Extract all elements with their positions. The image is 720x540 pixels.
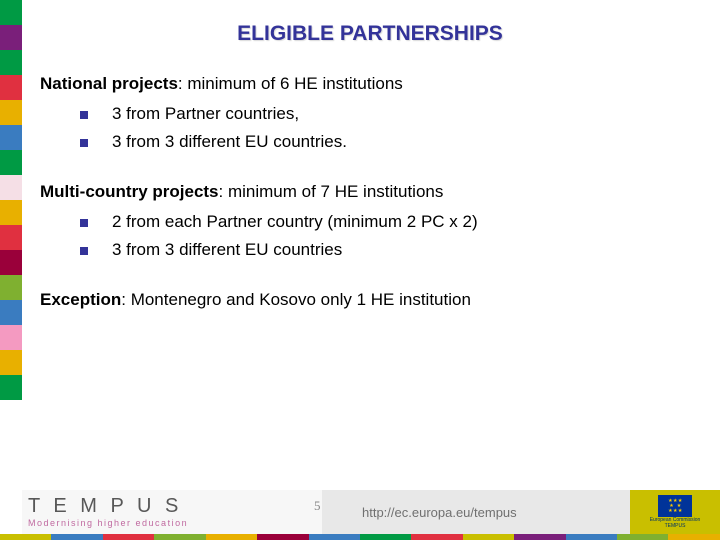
section-rest: : Montenegro and Kosovo only 1 HE instit… bbox=[121, 290, 471, 309]
square-bullet-icon bbox=[80, 139, 88, 147]
section-lead: National projects bbox=[40, 74, 178, 93]
stripe bbox=[0, 250, 22, 275]
footer-bar: T E M P U S Modernising higher education… bbox=[22, 490, 720, 534]
section-lead: Multi-country projects bbox=[40, 182, 219, 201]
square-bullet-icon bbox=[80, 219, 88, 227]
eu-flag-block: ★ ★ ★★ ★★ ★ ★ European CommissionTEMPUS bbox=[630, 490, 720, 534]
stripe bbox=[0, 325, 22, 350]
stripe bbox=[411, 534, 462, 540]
sidebar-color-stripes bbox=[0, 0, 22, 400]
bullet-text: 3 from 3 different EU countries bbox=[112, 240, 342, 260]
bullet-item: 3 from 3 different EU countries. bbox=[80, 132, 700, 152]
bullet-item: 3 from 3 different EU countries bbox=[80, 240, 700, 260]
bullet-item: 3 from Partner countries, bbox=[80, 104, 700, 124]
square-bullet-icon bbox=[80, 111, 88, 119]
tempus-logo-block: T E M P U S Modernising higher education bbox=[22, 490, 322, 534]
section-rest: : minimum of 7 HE institutions bbox=[219, 182, 444, 201]
square-bullet-icon bbox=[80, 247, 88, 255]
stripe bbox=[0, 300, 22, 325]
stripe bbox=[309, 534, 360, 540]
bullet-item: 2 from each Partner country (minimum 2 P… bbox=[80, 212, 700, 232]
footer-url-block: 5 http://ec.europa.eu/tempus bbox=[322, 490, 630, 534]
stripe bbox=[154, 534, 205, 540]
bullet-text: 3 from Partner countries, bbox=[112, 104, 299, 124]
stripe bbox=[0, 125, 22, 150]
section-rest: : minimum of 6 HE institutions bbox=[178, 74, 403, 93]
stripe bbox=[463, 534, 514, 540]
section-heading: National projects: minimum of 6 HE insti… bbox=[40, 74, 700, 94]
stripe bbox=[0, 0, 22, 25]
slide-content: ELIGIBLE PARTNERSHIPS National projects:… bbox=[40, 22, 700, 346]
stripe bbox=[0, 275, 22, 300]
slide-title: ELIGIBLE PARTNERSHIPS bbox=[40, 22, 700, 46]
stripe bbox=[0, 350, 22, 375]
stripe bbox=[206, 534, 257, 540]
slide-footer: T E M P U S Modernising higher education… bbox=[0, 468, 720, 540]
tempus-tagline: Modernising higher education bbox=[28, 518, 322, 528]
bullet-list: 2 from each Partner country (minimum 2 P… bbox=[80, 212, 700, 260]
stripe bbox=[0, 534, 51, 540]
section-heading: Multi-country projects: minimum of 7 HE … bbox=[40, 182, 700, 202]
stripe bbox=[0, 75, 22, 100]
stripe bbox=[0, 225, 22, 250]
stripe bbox=[0, 50, 22, 75]
stripe bbox=[257, 534, 308, 540]
stripe bbox=[0, 200, 22, 225]
stripe bbox=[514, 534, 565, 540]
stripe bbox=[668, 534, 719, 540]
footer-color-stripes bbox=[0, 534, 720, 540]
stripe bbox=[0, 100, 22, 125]
section-heading: Exception: Montenegro and Kosovo only 1 … bbox=[40, 290, 700, 310]
bullet-text: 2 from each Partner country (minimum 2 P… bbox=[112, 212, 478, 232]
section-lead: Exception bbox=[40, 290, 121, 309]
slide-number: 5 bbox=[314, 498, 321, 514]
bullet-list: 3 from Partner countries, 3 from 3 differ… bbox=[80, 104, 700, 152]
footer-url: http://ec.europa.eu/tempus bbox=[362, 505, 517, 520]
bullet-text: 3 from 3 different EU countries. bbox=[112, 132, 347, 152]
eu-flag-icon: ★ ★ ★★ ★★ ★ ★ bbox=[658, 495, 692, 517]
stripe bbox=[617, 534, 668, 540]
stripe bbox=[0, 375, 22, 400]
stripe bbox=[0, 150, 22, 175]
stripe bbox=[103, 534, 154, 540]
stripe bbox=[0, 175, 22, 200]
eu-commission-label: European CommissionTEMPUS bbox=[650, 518, 701, 529]
stripe bbox=[360, 534, 411, 540]
stripe bbox=[566, 534, 617, 540]
stripe bbox=[0, 25, 22, 50]
tempus-wordmark: T E M P U S bbox=[28, 496, 322, 516]
stripe bbox=[51, 534, 102, 540]
